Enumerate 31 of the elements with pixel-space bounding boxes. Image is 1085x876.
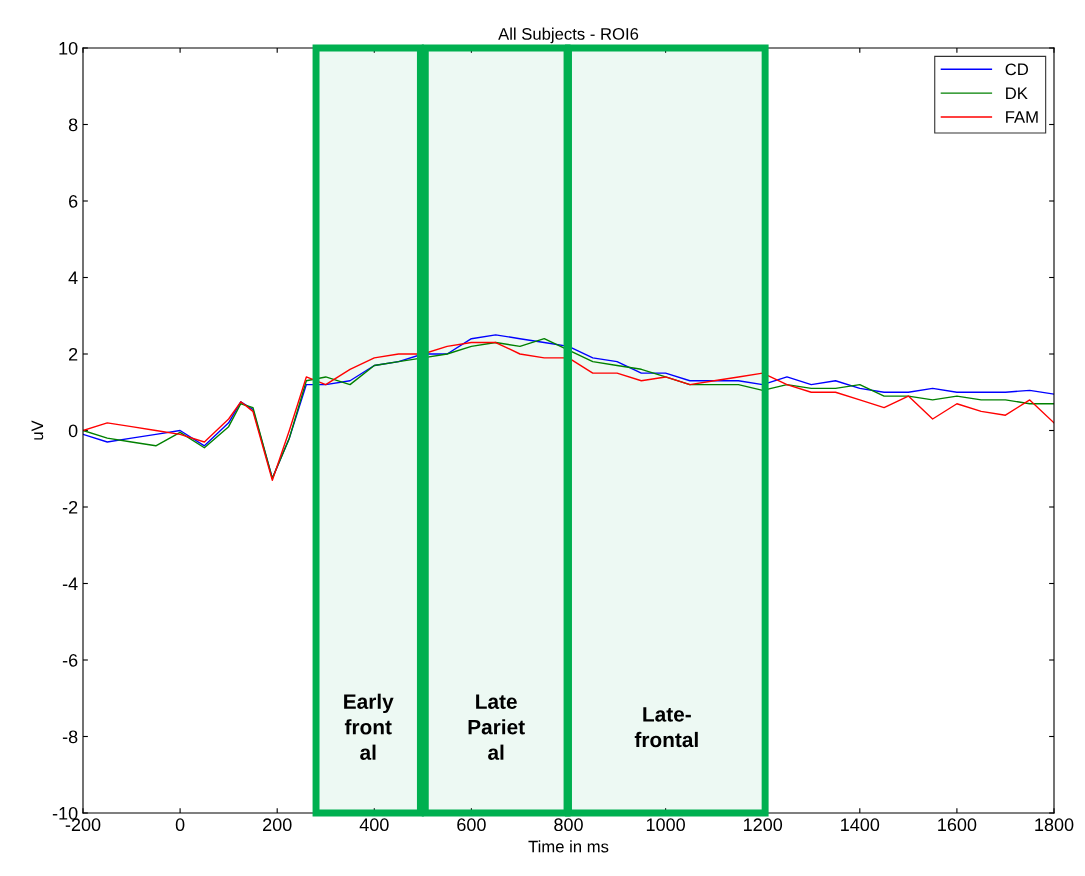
y-tick-label: -6 (62, 653, 78, 667)
y-axis-title: uV (31, 420, 44, 440)
legend-label: FAM (1006, 111, 1038, 123)
band-label: Early front al (344, 693, 394, 760)
y-tick-label: -10 (52, 806, 78, 820)
x-tick-label: 400 (359, 818, 389, 832)
y-tick-label: 10 (59, 41, 78, 55)
y-tick-label: -8 (62, 730, 78, 744)
x-tick-label: 800 (554, 818, 583, 832)
y-tick-label: 8 (68, 118, 78, 132)
x-tick-label: 1400 (841, 818, 880, 832)
x-tick-label: 600 (457, 818, 486, 832)
y-tick-label: 2 (69, 347, 78, 361)
y-tick-label: -4 (62, 577, 78, 591)
x-tick-label: 200 (263, 818, 292, 832)
x-tick-label: 1000 (646, 818, 685, 832)
y-tick-label: 4 (68, 271, 78, 285)
legend-label: CD (1005, 63, 1029, 76)
y-tick-label: -2 (62, 500, 78, 514)
band-label: Late Pariet al (468, 694, 525, 760)
x-tick-label: 1800 (1035, 818, 1074, 832)
y-tick-label: 6 (69, 194, 78, 208)
y-tick-label: 0 (68, 424, 78, 438)
x-axis-title: Time in ms (528, 840, 609, 853)
x-tick-label: 1200 (744, 818, 783, 832)
legend-label: DK (1006, 87, 1028, 99)
x-tick-label: 0 (175, 818, 185, 832)
band-label: Late- frontal (634, 707, 698, 748)
x-tick-label: -200 (65, 818, 101, 832)
chart-title: All Subjects - ROI6 (498, 27, 639, 44)
x-tick-label: 1600 (938, 818, 977, 832)
